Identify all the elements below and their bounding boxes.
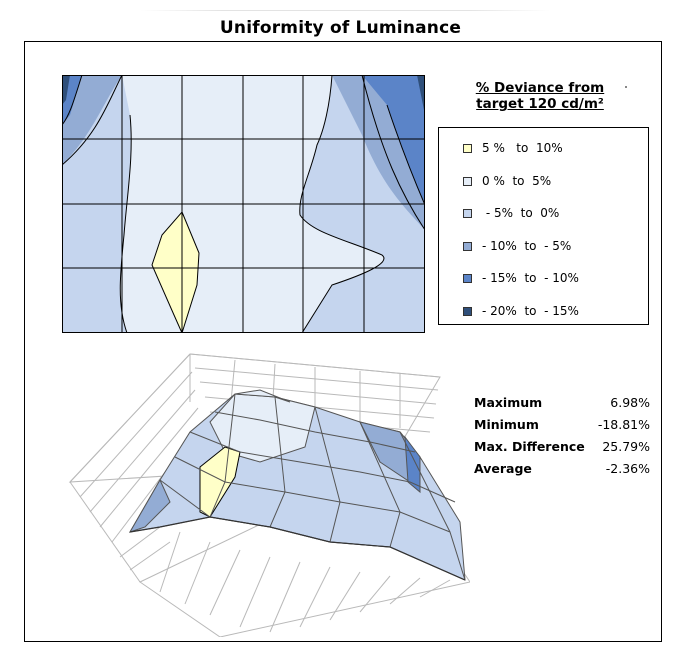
- legend-item: - 10% to - 5%: [463, 239, 571, 253]
- statistics-panel: Maximum 6.98% Minimum -18.81% Max. Diffe…: [474, 395, 654, 483]
- legend-label: - 20% to - 15%: [482, 304, 579, 318]
- stray-mark: [625, 86, 627, 88]
- legend-swatch: [463, 143, 472, 153]
- stat-row-minimum: Minimum -18.81%: [474, 417, 654, 439]
- stat-label: Minimum: [474, 417, 539, 432]
- legend-title: % Deviance from target 120 cd/m²: [440, 80, 640, 112]
- legend-label: - 10% to - 5%: [482, 239, 572, 253]
- legend-item: 0 % to 5%: [463, 174, 551, 188]
- legend-item: - 5% to 0%: [463, 206, 559, 220]
- stat-value: -18.81%: [597, 417, 650, 432]
- legend-label: 5 % to 10%: [482, 141, 563, 155]
- page-title: Uniformity of Luminance: [219, 18, 462, 38]
- top-divider: [140, 10, 550, 11]
- stat-row-maximum: Maximum 6.98%: [474, 395, 654, 417]
- legend-swatch: [463, 273, 472, 283]
- legend-swatch: [463, 208, 472, 218]
- contour-map: [62, 75, 425, 333]
- legend-title-line1: % Deviance from: [475, 80, 605, 96]
- stat-value: 6.98%: [610, 395, 650, 410]
- legend-swatch: [463, 176, 472, 186]
- legend-item: - 20% to - 15%: [463, 304, 579, 318]
- stat-value: -2.36%: [605, 461, 650, 476]
- stat-label: Max. Difference: [474, 439, 585, 454]
- legend-swatch: [463, 241, 472, 251]
- stat-value: 25.79%: [602, 439, 650, 454]
- stat-label: Average: [474, 461, 532, 476]
- stat-label: Maximum: [474, 395, 543, 410]
- legend-label: - 5% to 0%: [482, 206, 560, 220]
- stat-row-average: Average -2.36%: [474, 461, 654, 483]
- legend-item: - 15% to - 10%: [463, 271, 579, 285]
- surface-plot: [68, 353, 470, 637]
- chart-frame: [24, 41, 662, 642]
- legend-swatch: [463, 306, 472, 316]
- legend-title-line2: target 120 cd/m²: [476, 96, 604, 112]
- stat-row-max-difference: Max. Difference 25.79%: [474, 439, 654, 461]
- legend-label: 0 % to 5%: [482, 174, 552, 188]
- legend-item: 5 % to 10%: [463, 141, 563, 155]
- legend: 5 % to 10% 0 % to 5% - 5% to 0% - 10% to…: [438, 127, 649, 325]
- legend-label: - 15% to - 10%: [482, 271, 579, 285]
